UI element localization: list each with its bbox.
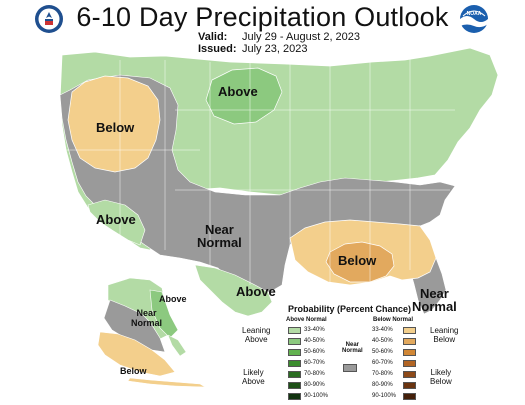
alaska-region [97,277,206,388]
label-near-normal: Near Normal [197,222,242,250]
swatch-below-80-90 [403,382,416,389]
label-alaska-near-normal: Near Normal [131,308,163,328]
swatch-above-70-80 [288,371,301,378]
swatch-label-above-40-50: 40-50% [304,338,325,344]
swatch-label-below-40-50: 40-50% [372,338,393,344]
swatch-below-70-80 [403,371,416,378]
swatch-label-below-80-90: 80-90% [372,382,393,388]
issued-key: Issued: [198,43,237,55]
swatch-label-above-90-100: 90-100% [304,393,329,399]
label-above-texas: Above [236,284,276,299]
above-southwest-region [87,199,146,246]
legend-leaning-below: Leaning Below [430,326,459,344]
alaska-above-strip-region [149,289,179,339]
department-of-commerce-seal-icon [35,5,63,33]
swatch-label-above-50-60: 50-60% [304,349,325,355]
state-lines [60,58,455,290]
issued-value: July 23, 2023 [242,43,308,55]
label-near-normal-florida: Near Normal [412,286,457,314]
label-above-north: Above [218,84,258,99]
page-title: 6-10 Day Precipitation Outlook [76,2,449,32]
swatch-below-90-100 [403,393,416,400]
swatch-near-normal [343,364,357,372]
swatch-above-60-70 [288,360,301,367]
below-west-region [67,75,161,173]
legend-leaning-above: Leaning Above [242,326,271,344]
legend-likely-above: Likely Above [242,368,265,386]
label-above-southwest: Above [96,212,136,227]
date-info: Valid: July 29 - August 2, 2023 Issued: Ju… [198,31,360,55]
legend-above-header: Above Normal [286,317,327,323]
legend-below-header: Below Normal [373,317,414,323]
label-below-southeast: Below [338,253,377,268]
swatch-above-50-60 [288,349,301,356]
alaska-panhandle [167,334,187,357]
swatch-above-33-40 [288,327,301,334]
swatch-label-below-90-100: 90-100% [372,393,397,399]
swatch-label-above-33-40: 33-40% [304,327,325,333]
noaa-logo-icon: NOAA [460,5,488,33]
valid-row: Valid: July 29 - August 2, 2023 [198,31,360,43]
swatch-label-below-70-80: 70-80% [372,371,393,377]
probability-legend: Probability (Percent Chance) Above Norma… [234,300,460,404]
swatch-below-60-70 [403,360,416,367]
swatch-label-below-50-60: 50-60% [372,349,393,355]
above-texas-region [194,264,273,317]
swatch-below-50-60 [403,349,416,356]
label-below-west: Below [96,120,135,135]
issued-row: Issued: July 23, 2023 [198,43,360,55]
swatch-label-above-80-90: 80-90% [304,382,325,388]
swatch-label-below-33-40: 33-40% [372,327,393,333]
legend-near-normal-header: Near Normal [342,342,363,354]
swatch-label-above-60-70: 60-70% [304,360,325,366]
legend-title: Probability (Percent Chance) [288,304,412,314]
swatch-label-above-70-80: 70-80% [304,371,325,377]
swatch-above-90-100 [288,393,301,400]
valid-key: Valid: [198,31,228,43]
label-alaska-above: Above [159,294,187,304]
swatch-below-40-50 [403,338,416,345]
swatch-above-80-90 [288,382,301,389]
header: 6-10 Day Precipitation Outlook Valid: Jul… [0,0,525,60]
label-alaska-below: Below [120,366,147,376]
swatch-above-40-50 [288,338,301,345]
valid-value: July 29 - August 2, 2023 [242,31,361,43]
below-southeast-inner-region [325,241,395,283]
noaa-logo-text: NOAA [467,11,482,17]
alaska-aleutian-islands [127,377,206,388]
swatch-label-below-60-70: 60-70% [372,360,393,366]
swatch-below-33-40 [403,327,416,334]
alaska-near-normal-region [103,299,166,353]
alaska-below-region [97,331,176,377]
legend-likely-below: Likely Below [430,368,452,386]
